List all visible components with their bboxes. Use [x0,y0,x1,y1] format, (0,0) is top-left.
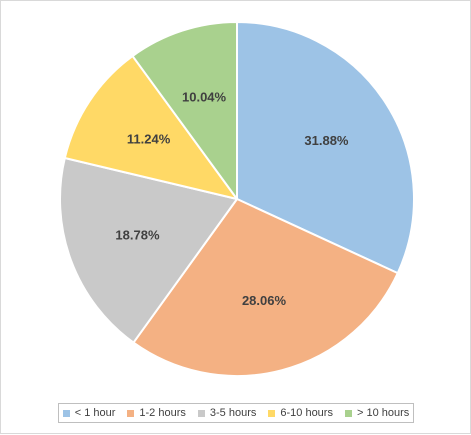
legend-label: < 1 hour [74,407,116,419]
pie-slice-less-than-1-hour [236,21,415,275]
legend-item-less-than-1-hour: < 1 hour [62,407,116,419]
legend-item-6-10-hours: 6-10 hours [268,407,333,419]
legend-swatch [62,409,70,417]
legend-item-more-than-10-hours: > 10 hours [344,407,410,419]
slice-label-6-10-hours: 11.24% [127,132,171,147]
pie-slice-more-than-10-hours [131,21,238,200]
legend-swatch [127,409,135,417]
legend: < 1 hour 1-2 hours 3-5 hours 6-10 hours … [58,403,414,423]
legend-item-1-2-hours: 1-2 hours [127,407,186,419]
legend-swatch [344,409,352,417]
pie-slice-6-10-hours [63,55,238,200]
slice-label-3-5-hours: 18.78% [115,227,160,242]
legend-item-3-5-hours: 3-5 hours [197,407,257,419]
legend-label: 1-2 hours [139,407,186,419]
legend-swatch [268,409,276,417]
legend-label: > 10 hours [356,407,410,419]
slice-label-1-2-hours: 28.06% [242,293,287,308]
pie-slice-1-2-hours [132,198,399,377]
legend-swatch [197,409,205,417]
legend-label: 3-5 hours [209,407,257,419]
pie-slices [59,21,415,377]
pie-slice-3-5-hours [59,157,238,344]
slice-labels: 31.88% 28.06% 18.78% 11.24% 10.04% [115,89,349,308]
legend-label: 6-10 hours [280,407,333,419]
slice-label-less-than-1-hour: 31.88% [304,133,349,148]
slice-label-more-than-10-hours: 10.04% [182,89,227,104]
